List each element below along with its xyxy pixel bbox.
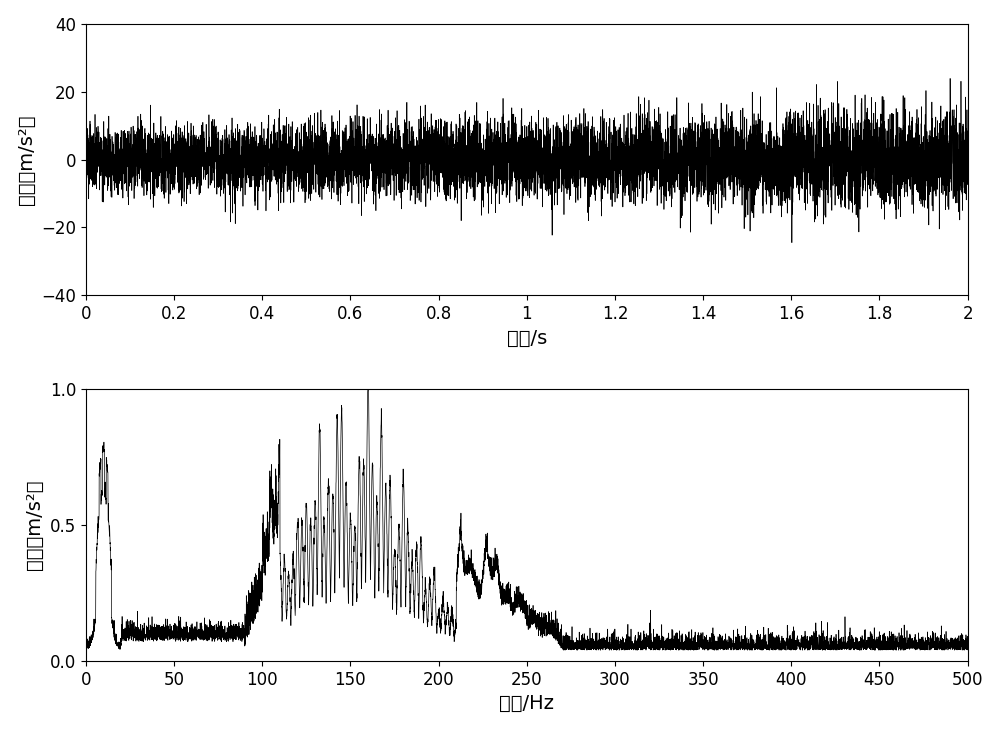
Y-axis label: 幅值（m/s²）: 幅值（m/s²） xyxy=(25,480,44,570)
X-axis label: 时间/s: 时间/s xyxy=(507,328,547,347)
Y-axis label: 幅值（m/s²）: 幅值（m/s²） xyxy=(17,115,36,204)
X-axis label: 频率/Hz: 频率/Hz xyxy=(499,694,554,713)
